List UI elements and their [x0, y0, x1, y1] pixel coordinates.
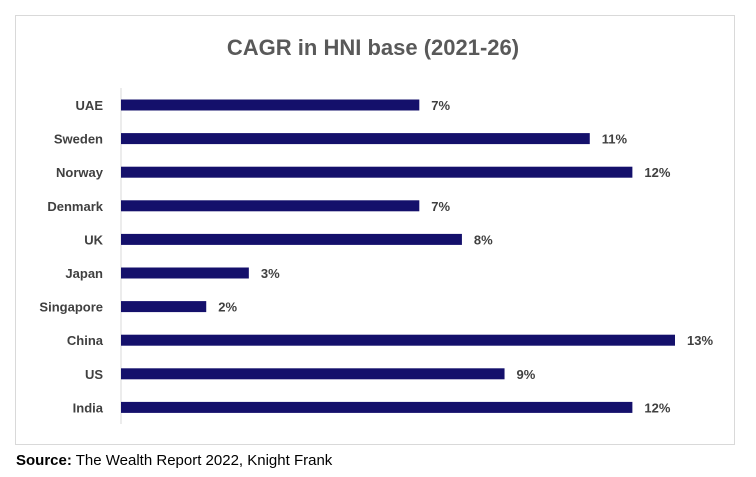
value-label-uk: 8% — [474, 232, 493, 247]
bar-singapore — [121, 301, 207, 313]
category-label-india: India — [73, 400, 104, 415]
category-label-uae: UAE — [76, 98, 104, 113]
source-label: Source: — [16, 452, 72, 469]
bar-japan — [121, 267, 249, 279]
value-label-us: 9% — [517, 367, 536, 382]
category-label-sweden: Sweden — [54, 132, 103, 147]
category-label-japan: Japan — [65, 266, 103, 281]
bar-norway — [121, 166, 633, 178]
bar-uae — [121, 99, 420, 111]
category-label-denmark: Denmark — [47, 199, 103, 214]
category-label-uk: UK — [84, 232, 103, 247]
category-label-china: China — [67, 333, 104, 348]
value-label-denmark: 7% — [431, 199, 450, 214]
bar-denmark — [121, 200, 420, 212]
bar-us — [121, 368, 505, 380]
value-label-sweden: 11% — [602, 132, 628, 147]
bars-group: UAE 7% Sweden 11% Norway 12% Denmark 7% UK 8% Japa… — [39, 98, 713, 415]
value-label-uae: 7% — [431, 98, 450, 113]
category-label-norway: Norway — [56, 165, 104, 180]
category-label-us: US — [85, 367, 103, 382]
value-label-india: 12% — [644, 400, 670, 415]
bar-uk — [121, 233, 462, 245]
value-label-japan: 3% — [261, 266, 280, 281]
value-label-china: 13% — [687, 333, 713, 348]
value-label-singapore: 2% — [218, 300, 237, 315]
source-text: The Wealth Report 2022, Knight Frank — [75, 452, 333, 469]
bar-china — [121, 334, 675, 346]
bar-sweden — [121, 133, 590, 145]
chart-title: CAGR in HNI base (2021-26) — [227, 35, 519, 60]
source-line: Source: The Wealth Report 2022, Knight F… — [16, 452, 332, 469]
value-label-norway: 12% — [644, 165, 670, 180]
category-label-singapore: Singapore — [39, 300, 103, 315]
bar-india — [121, 401, 633, 413]
